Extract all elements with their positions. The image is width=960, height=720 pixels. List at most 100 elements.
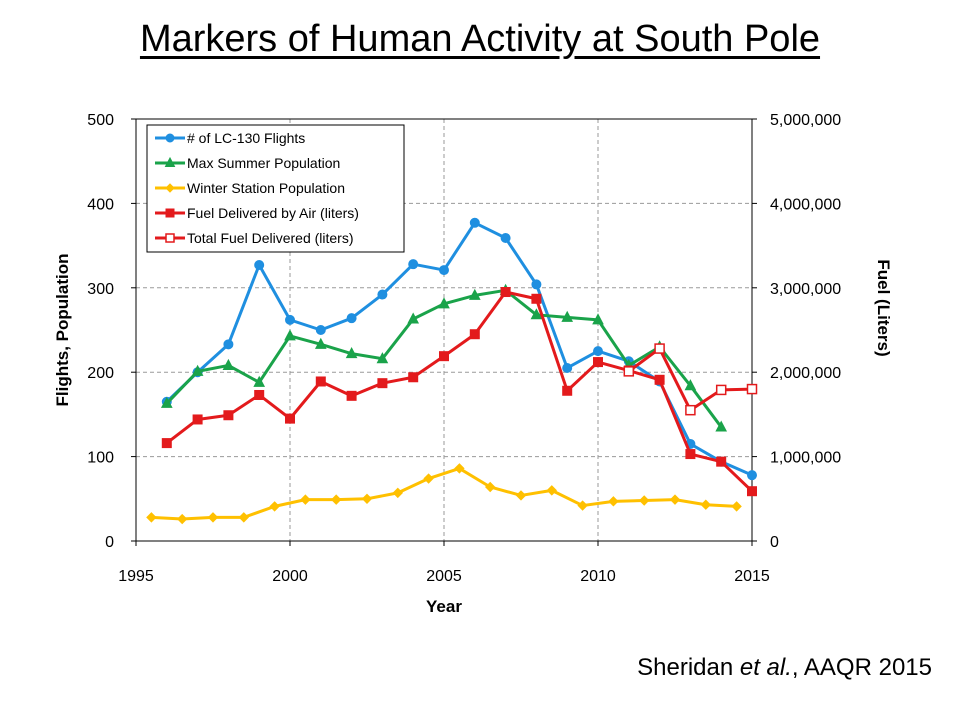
data-point [638,495,650,506]
data-point [192,414,203,425]
data-point [515,490,527,501]
series-0 [161,217,757,481]
legend-label: Total Fuel Delivered (liters) [187,230,354,246]
data-point [500,287,511,298]
data-point [592,313,604,325]
citation-authors: Sheridan [637,654,740,681]
data-point [715,420,728,432]
data-point [623,366,635,377]
data-point [484,481,496,493]
data-point [468,288,481,300]
data-point [438,297,450,309]
y-right-tick-label: 0 [770,534,779,551]
x-tick-label: 1995 [118,568,154,585]
data-point [161,438,172,449]
data-point [191,364,204,376]
data-point [314,337,327,349]
data-point [407,312,420,324]
slide-title: Markers of Human Activity at South Pole [139,18,821,60]
data-point [423,473,434,484]
y-right-tick-label: 5,000,000 [770,112,841,129]
data-point [300,494,311,505]
x-tick-label: 2010 [580,568,616,585]
data-point [747,486,757,497]
data-point [207,512,219,523]
data-point [577,500,588,511]
data-point [747,470,757,481]
data-point [285,413,295,424]
legend-label: Winter Station Population [187,180,345,196]
data-point [345,347,358,359]
data-point [377,378,388,389]
legend-label: Fuel Delivered by Air (liters) [187,205,359,221]
data-point [746,383,758,395]
series-3 [161,287,757,497]
data-point [593,346,603,357]
y-left-tick-label: 400 [87,196,114,213]
data-point [408,259,419,270]
data-point [346,390,357,401]
legend-swatch-marker [165,183,175,193]
data-point [222,358,235,370]
data-point [392,487,404,499]
x-axis-title: Year [426,597,462,616]
data-point [562,362,573,373]
data-point [285,314,295,325]
data-point [330,494,342,505]
y-left-tick-label: 300 [87,281,114,298]
y-left-tick-label: 500 [87,112,114,129]
data-point [685,404,696,416]
data-point [376,352,389,364]
y-right-axis-title: Fuel (Liters) [874,259,893,356]
data-point [561,310,574,322]
data-point [315,376,326,387]
legend-label: Max Summer Population [187,155,340,171]
data-point [654,374,665,385]
y-right-tick-label: 2,000,000 [770,365,841,382]
data-point [176,513,188,525]
data-point [608,496,619,507]
legend-swatch-marker [165,133,175,143]
x-tick-label: 2015 [734,568,770,585]
y-right-tick-label: 1,000,000 [770,450,841,467]
data-point [685,449,696,460]
data-point [562,385,573,396]
data-point [716,456,727,467]
series-line [165,290,754,493]
legend-swatch-marker [165,208,175,218]
series-4 [623,343,758,416]
data-point [284,329,296,341]
data-point [654,343,665,354]
data-point [500,233,511,244]
x-tick-label: 2000 [272,568,308,585]
data-point [715,384,727,396]
legend-box [146,124,405,253]
data-point [439,351,449,362]
data-point [238,512,250,523]
y-right-tick-label: 3,000,000 [770,281,841,298]
citation-rest: , AAQR 2015 [791,654,932,681]
series-2 [146,463,742,525]
y-right-tick-label: 4,000,000 [770,196,841,213]
data-point [315,325,326,335]
data-point [361,493,373,505]
data-point [454,463,465,474]
data-point [700,499,712,510]
data-point [223,339,234,350]
legend-swatch-marker [165,233,175,243]
data-point [408,372,419,383]
tick-labels: 1995 2000 2005 2010 2015010020030040050001,0… [87,112,841,585]
data-point [469,217,480,228]
data-point [531,293,542,304]
legend-label: # of LC-130 Flights [187,130,305,146]
x-tick-label: 2005 [426,568,462,585]
y-left-axis-title: Flights, Population [53,254,72,407]
data-point [546,485,558,496]
data-point [531,279,542,290]
data-point [346,313,357,324]
legend-swatch-marker [164,156,176,167]
data-point [146,512,157,523]
data-point [469,329,480,340]
y-left-tick-label: 200 [87,365,114,382]
